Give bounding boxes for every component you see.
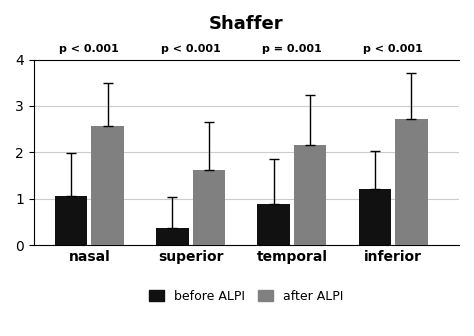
Text: p < 0.001: p < 0.001 xyxy=(161,44,220,54)
Title: Shaffer: Shaffer xyxy=(209,15,283,33)
Text: p < 0.001: p < 0.001 xyxy=(363,44,423,54)
Bar xyxy=(359,190,391,245)
Bar xyxy=(156,227,189,245)
Bar xyxy=(55,197,87,245)
Bar xyxy=(91,126,124,245)
Text: p < 0.001: p < 0.001 xyxy=(59,44,119,54)
Bar xyxy=(395,119,428,245)
Bar xyxy=(257,204,290,245)
Bar xyxy=(294,145,326,245)
Legend: before ALPI, after ALPI: before ALPI, after ALPI xyxy=(145,285,348,308)
Text: p = 0.001: p = 0.001 xyxy=(262,44,322,54)
Bar xyxy=(192,170,225,245)
